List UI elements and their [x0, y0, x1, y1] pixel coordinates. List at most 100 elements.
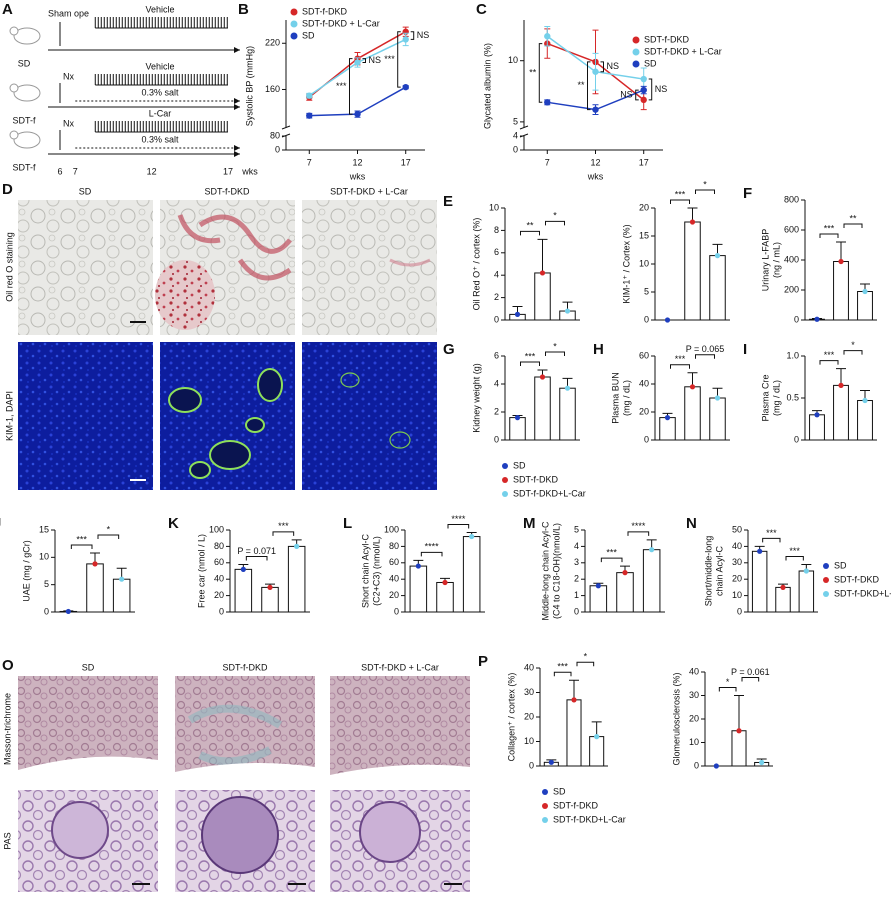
significance-bracket [520, 361, 540, 366]
legend-marker [290, 32, 298, 40]
significance-bracket [600, 61, 604, 73]
bar-marker [294, 543, 300, 550]
y-tick-label: 60 [389, 557, 399, 567]
y-tick-label: 20 [524, 711, 534, 721]
y-tick-label: 5 [574, 524, 579, 534]
significance-bracket [410, 31, 415, 40]
x-tick-label: 12 [590, 157, 600, 167]
bar-marker [862, 397, 868, 404]
row-label: Masson-trichrome [2, 693, 12, 765]
significance-bracket [545, 220, 565, 226]
y-axis-label: (C2+C3) (nmol/L) [371, 536, 381, 606]
sham-label: Sham ope [48, 8, 89, 18]
significance-bracket [670, 364, 690, 369]
bar [509, 417, 526, 441]
y-axis-label: UAE (mg / gCr) [21, 540, 31, 602]
significance-bracket [843, 223, 863, 228]
y-tick-label: 15 [39, 524, 49, 534]
bar [559, 387, 576, 441]
bar [589, 736, 605, 767]
bar [534, 272, 551, 321]
significance-bracket [785, 555, 804, 561]
y-axis-label: Middle-long chain Acyl-C [540, 521, 550, 621]
bar-marker [759, 759, 765, 766]
bar [462, 536, 481, 613]
significance-label: **** [451, 514, 466, 524]
micrographs-d [18, 200, 437, 490]
bar [86, 563, 104, 613]
y-tick-label: 100 [209, 524, 224, 534]
legend-marker [823, 563, 829, 569]
bar [589, 585, 608, 613]
error-bar [836, 241, 846, 262]
significance-label: *** [824, 350, 835, 360]
significance-bracket [587, 61, 591, 111]
column-title: SDT-f-DKD [205, 186, 251, 196]
significance-bracket [553, 671, 572, 677]
y-tick-label: 80 [270, 130, 280, 140]
significance-bracket [245, 555, 268, 561]
treatment-label: Vehicle [145, 61, 174, 71]
nx-label: Nx [63, 118, 74, 128]
significance-bracket [420, 551, 443, 557]
row-label: KIM-1, DAPI [4, 391, 14, 441]
y-tick-label: 30 [524, 687, 534, 697]
image-stain [389, 258, 431, 267]
significance-bracket [718, 687, 737, 692]
bar-marker [595, 583, 601, 589]
bar [751, 550, 768, 613]
legend-label: SDT-f-DKD + L-Car [644, 46, 722, 56]
y-tick-label: 30 [732, 557, 742, 567]
arrow-head [234, 151, 240, 157]
data-point [544, 99, 551, 106]
data-point [306, 92, 313, 99]
y-axis-label: Systolic BP (mmHg) [244, 46, 254, 126]
legend-marker [823, 577, 829, 583]
significance-label: * [553, 211, 557, 221]
mouse-icons [9, 26, 41, 149]
panel-letter: L [343, 515, 352, 532]
significance-label: * [584, 652, 588, 662]
y-axis-label: (mg / dL) [771, 380, 781, 416]
significance-bracket [397, 31, 401, 88]
y-tick-label: 600 [784, 224, 799, 234]
y-axis-label: Short/middle-long [703, 536, 713, 607]
y-tick-label: 2 [494, 292, 499, 302]
y-tick-label: 5 [44, 579, 49, 589]
y-tick-label: 20 [639, 202, 649, 212]
bar-marker [814, 316, 820, 322]
significance-bracket [600, 557, 623, 563]
fibrosis [187, 704, 283, 766]
data-point [592, 106, 599, 113]
y-tick-label: 0 [644, 434, 649, 444]
panel-letter: B [238, 1, 249, 18]
row-label: PAS [2, 832, 12, 849]
bar [566, 699, 582, 767]
arrow-head [234, 98, 240, 104]
y-axis-label: (C4 to C18-OH)(nmol/L) [551, 523, 561, 619]
y-axis-label: Short chain Acyl-C [360, 533, 370, 608]
panel-letter: H [593, 341, 604, 358]
bar [709, 255, 726, 321]
bar [775, 586, 791, 613]
y-tick-label: 0 [219, 606, 224, 616]
y-tick-label: 40 [732, 541, 742, 551]
y-tick-label: 10 [524, 736, 534, 746]
y-tick-label: 20 [639, 406, 649, 416]
y-tick-label: 0 [644, 314, 649, 324]
bar-marker [803, 568, 809, 574]
x-axis-label: wks [349, 171, 366, 181]
bar [857, 291, 873, 321]
significance-label: ** [577, 80, 585, 90]
glomerulus [201, 796, 279, 874]
bar [833, 261, 849, 321]
panel-letter: N [686, 515, 697, 532]
bar [234, 568, 253, 613]
y-tick-label: 0 [529, 760, 534, 770]
image-stain [177, 214, 292, 281]
y-tick-label: 8 [494, 225, 499, 235]
data-point [640, 96, 647, 104]
significance-label: *** [336, 81, 347, 91]
week-label: 12 [147, 166, 157, 176]
legend-marker [632, 36, 640, 44]
